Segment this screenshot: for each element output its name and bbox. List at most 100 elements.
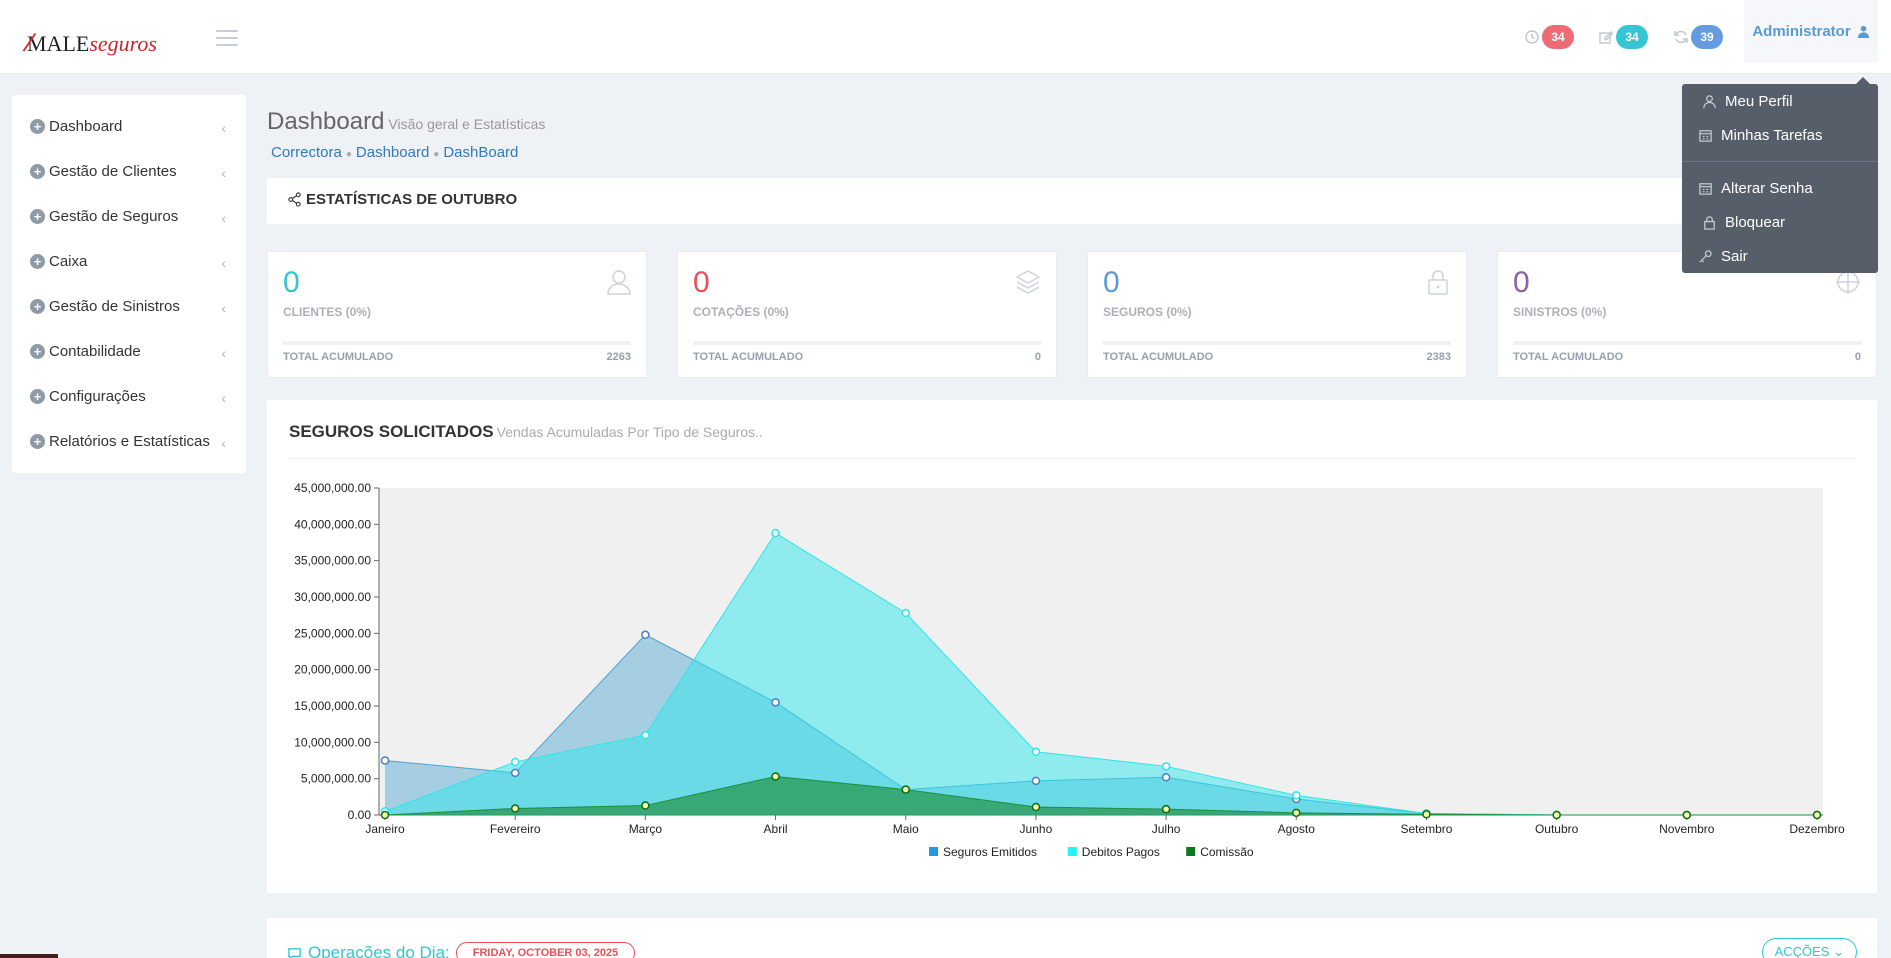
y-tick-label: 30,000,000.00 bbox=[294, 590, 371, 604]
x-tick-label: Junho bbox=[1020, 822, 1053, 836]
actions-button[interactable]: ACÇÕES ⌄ bbox=[1761, 938, 1857, 958]
notification-badge: 34 bbox=[1542, 25, 1574, 49]
stat-card-cotacoes: 0 COTAÇÕES (0%) TOTAL ACUMULADO 0 bbox=[677, 251, 1057, 378]
stat-label: CLIENTES (0%) bbox=[283, 305, 372, 319]
sidebar-item-label: Gestão de Seguros bbox=[49, 207, 179, 225]
breadcrumb-link[interactable]: DashBoard bbox=[443, 144, 519, 161]
y-tick-label: 40,000,000.00 bbox=[294, 517, 371, 531]
data-point bbox=[641, 801, 650, 810]
chart-title: SEGUROS SOLICITADOS bbox=[289, 422, 494, 441]
logo[interactable]: / MALEseguros bbox=[21, 25, 157, 59]
menu-item-bloquear[interactable]: Bloquear bbox=[1702, 211, 1785, 233]
page-title: Dashboard Visão geral e Estatísticas bbox=[267, 108, 545, 136]
sidebar-item-dashboard[interactable]: + Dashboard ‹ bbox=[30, 114, 230, 138]
x-tick-label: Setembro bbox=[1400, 822, 1452, 836]
x-tick-label: Agosto bbox=[1278, 822, 1316, 836]
actions-label: ACÇÕES bbox=[1774, 944, 1830, 958]
user-menu-toggle[interactable]: Administrator bbox=[1744, 0, 1878, 63]
y-tick-label: 15,000,000.00 bbox=[294, 699, 371, 713]
stat-label: SEGUROS (0%) bbox=[1103, 305, 1192, 319]
menu-item-sair[interactable]: Sair bbox=[1698, 245, 1748, 267]
layers-icon bbox=[1014, 268, 1042, 296]
notification-edit[interactable]: 34 bbox=[1598, 24, 1648, 50]
top-bar: / MALEseguros 34 34 39 Administrator bbox=[0, 0, 1891, 74]
legend-swatch bbox=[929, 847, 938, 856]
stat-total-label: TOTAL ACUMULADO bbox=[1513, 351, 1624, 363]
series-area-1 bbox=[385, 533, 1817, 815]
x-tick-label: Maio bbox=[893, 822, 919, 836]
chevron-left-icon: ‹ bbox=[221, 120, 226, 136]
sidebar-item-gestao-clientes[interactable]: + Gestão de Clientes ‹ bbox=[30, 159, 230, 183]
logo-secondary-text: seguros bbox=[89, 31, 157, 56]
menu-item-label: Bloquear bbox=[1725, 213, 1786, 231]
data-point bbox=[1292, 791, 1301, 800]
legend-label: Debitos Pagos bbox=[1082, 845, 1160, 859]
data-point bbox=[771, 528, 780, 538]
stat-value: 0 bbox=[1513, 266, 1530, 299]
stats-header-bar: ESTATÍSTICAS DE OUTUBRO bbox=[267, 178, 1877, 224]
data-point bbox=[1161, 804, 1171, 814]
chevron-left-icon: ‹ bbox=[221, 435, 226, 451]
data-point bbox=[380, 810, 390, 820]
area-chart: 0.00 5,000,000.00 10,000,000.00 15,000,000.… bbox=[294, 481, 1845, 859]
sidebar-item-label: Dashboard bbox=[49, 117, 123, 135]
user-icon bbox=[1857, 25, 1869, 38]
menu-item-minhas-tarefas[interactable]: Minhas Tarefas bbox=[1698, 124, 1822, 146]
data-point bbox=[1161, 762, 1171, 771]
data-point bbox=[1422, 810, 1431, 819]
sidebar-item-contabilidade[interactable]: + Contabilidade ‹ bbox=[30, 339, 230, 363]
chevron-left-icon: ‹ bbox=[221, 300, 226, 316]
menu-toggle-icon[interactable] bbox=[216, 30, 238, 46]
y-tick-label: 5,000,000.00 bbox=[301, 772, 371, 786]
logo-primary-text: MALE bbox=[27, 31, 90, 56]
date-picker-button[interactable]: FRIDAY, OCTOBER 03, 2025 bbox=[455, 942, 636, 958]
data-point bbox=[510, 757, 520, 767]
plus-circle-icon: + bbox=[30, 253, 45, 269]
breadcrumb-link[interactable]: Dashboard bbox=[355, 144, 430, 161]
sidebar-item-gestao-seguros[interactable]: + Gestão de Seguros ‹ bbox=[30, 204, 230, 228]
data-point bbox=[641, 730, 650, 740]
share-icon bbox=[288, 192, 301, 207]
stat-label: SINISTROS (0%) bbox=[1513, 305, 1607, 319]
data-point bbox=[771, 772, 780, 781]
legend-label: Seguros Emitidos bbox=[943, 845, 1037, 859]
stat-total-label: TOTAL ACUMULADO bbox=[1103, 351, 1214, 363]
sidebar-item-label: Configurações bbox=[49, 387, 146, 405]
clock-icon bbox=[1525, 30, 1539, 44]
sidebar-item-relatorios[interactable]: + Relatórios e Estatísticas ‹ bbox=[30, 429, 230, 453]
x-tick-label: Abril bbox=[764, 822, 788, 836]
menu-item-alterar-senha[interactable]: Alterar Senha bbox=[1698, 177, 1813, 199]
chart-subtitle: Vendas Acumuladas Por Tipo de Seguros.. bbox=[496, 424, 763, 440]
notification-badge: 39 bbox=[1691, 25, 1723, 49]
sidebar-item-gestao-sinistros[interactable]: + Gestão de Sinistros ‹ bbox=[30, 294, 230, 318]
stat-card-seguros: 0 SEGUROS (0%) TOTAL ACUMULADO 2383 bbox=[1087, 251, 1467, 378]
stat-total-value: 0 bbox=[1034, 351, 1041, 363]
notification-badge: 34 bbox=[1616, 25, 1648, 49]
sidebar: + Dashboard ‹ + Gestão de Clientes ‹ + Gestão… bbox=[12, 95, 246, 473]
page-subtitle: Visão geral e Estatísticas bbox=[388, 116, 546, 132]
calendar-icon bbox=[1699, 182, 1712, 195]
menu-item-label: Sair bbox=[1721, 247, 1748, 265]
breadcrumb-link[interactable]: Correctora bbox=[271, 144, 342, 161]
series-line-2 bbox=[384, 775, 1817, 816]
operations-panel: Operações do Dia: FRIDAY, OCTOBER 03, 20… bbox=[267, 918, 1877, 958]
sidebar-item-configuracoes[interactable]: + Configurações ‹ bbox=[30, 384, 230, 408]
lock-icon bbox=[1424, 268, 1452, 296]
x-tick-label: Março bbox=[629, 822, 663, 836]
notification-refresh[interactable]: 39 bbox=[1673, 24, 1723, 50]
sidebar-item-caixa[interactable]: + Caixa ‹ bbox=[30, 249, 230, 273]
chevron-left-icon: ‹ bbox=[221, 165, 226, 181]
stat-total-value: 0 bbox=[1854, 351, 1861, 363]
x-tick-label: Dezembro bbox=[1789, 822, 1845, 836]
data-point bbox=[641, 630, 650, 640]
data-point bbox=[1552, 810, 1561, 820]
menu-item-meu-perfil[interactable]: Meu Perfil bbox=[1702, 90, 1793, 112]
stat-total-value: 2383 bbox=[1426, 351, 1451, 363]
notification-clock[interactable]: 34 bbox=[1524, 24, 1574, 50]
stat-total-label: TOTAL ACUMULADO bbox=[283, 351, 394, 363]
chart-panel: SEGUROS SOLICITADOS Vendas Acumuladas Por… bbox=[267, 400, 1877, 893]
x-tick-label: Janeiro bbox=[365, 822, 405, 836]
sidebar-item-label: Relatórios e Estatísticas bbox=[49, 432, 210, 450]
stat-value: 0 bbox=[283, 266, 300, 299]
plus-circle-icon: + bbox=[30, 208, 45, 224]
